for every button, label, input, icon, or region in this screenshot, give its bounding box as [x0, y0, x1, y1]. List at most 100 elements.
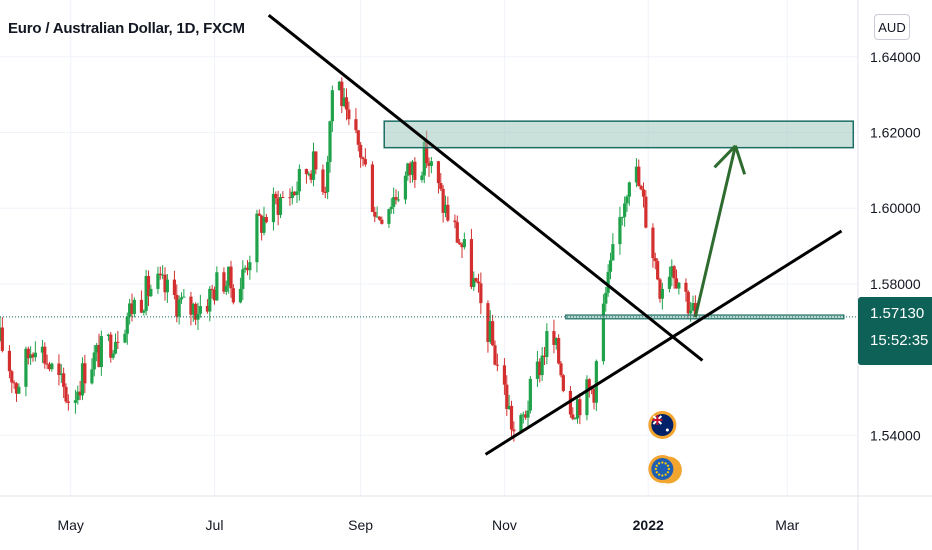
candle-body — [559, 363, 563, 376]
candle-body — [146, 276, 151, 297]
currency-button[interactable]: AUD — [874, 14, 910, 40]
grid — [0, 0, 858, 496]
candle-body — [158, 273, 162, 276]
candle-body — [575, 399, 580, 419]
candle-body — [194, 303, 198, 320]
last-price-label: 1.57130 — [870, 305, 925, 322]
candle-body — [321, 169, 325, 192]
candle-body — [17, 386, 21, 394]
candle-body — [347, 109, 351, 120]
candle-body — [123, 333, 127, 343]
candle-body — [552, 331, 556, 345]
events — [648, 411, 683, 487]
y-tick-label: 1.64000 — [870, 49, 921, 65]
candle-body — [78, 391, 82, 396]
candle-body — [639, 186, 643, 190]
candle-body — [97, 345, 101, 368]
candle-body — [24, 348, 28, 387]
candle-body — [554, 338, 558, 345]
candle-body — [573, 418, 577, 420]
candle-body — [113, 341, 118, 354]
candle-body — [693, 303, 697, 317]
x-tick-label: Mar — [775, 517, 799, 533]
candle-body — [293, 191, 297, 195]
candle-body — [208, 288, 212, 312]
candle-body — [502, 365, 507, 385]
candle-body — [644, 196, 648, 228]
candle-body — [453, 220, 457, 223]
candle-body — [408, 163, 412, 175]
candle-body — [245, 267, 250, 271]
candle-body — [585, 379, 589, 416]
candle-body — [26, 348, 30, 359]
candle-body — [243, 267, 247, 270]
candle-body — [538, 361, 542, 376]
candle-body — [274, 193, 278, 199]
candle-body — [406, 163, 410, 176]
candle-body — [394, 197, 398, 200]
candle-body — [191, 303, 195, 315]
candle-body — [524, 414, 528, 418]
candle-body — [377, 216, 382, 220]
x-tick-label: Jul — [206, 517, 224, 533]
candle-body — [439, 183, 443, 189]
candle-body — [179, 297, 184, 300]
candle-body — [255, 213, 259, 263]
y-tick-label: 1.54000 — [870, 427, 921, 443]
candle-body — [656, 261, 660, 280]
candle-body — [420, 175, 424, 180]
candle-body — [571, 414, 575, 419]
candle-body — [387, 209, 391, 224]
candle-body — [658, 279, 662, 299]
candle-body — [130, 303, 134, 314]
candle-body — [627, 182, 631, 197]
candle-body — [198, 306, 202, 314]
candle-body — [309, 173, 313, 180]
candle-body — [363, 159, 367, 165]
candle-body — [271, 193, 276, 223]
candle-body — [172, 279, 177, 295]
candle-body — [625, 196, 629, 204]
candle-body — [83, 363, 87, 384]
candle-body — [215, 272, 219, 301]
candle-body — [623, 203, 627, 217]
candle-body — [509, 405, 514, 430]
candle-body — [519, 415, 523, 432]
candle-body — [472, 278, 476, 287]
candle-body — [337, 81, 342, 91]
candle-body — [307, 173, 311, 175]
candle-body — [111, 353, 115, 358]
candle-body — [592, 389, 596, 403]
candle-body — [686, 291, 690, 314]
candle-body — [281, 197, 285, 199]
candle-body — [373, 212, 377, 217]
candle-body — [375, 216, 379, 218]
candle-body — [31, 354, 35, 358]
candle-body — [429, 161, 433, 166]
candle-body — [163, 274, 167, 293]
candle-body — [144, 276, 148, 311]
candle-body — [149, 288, 153, 297]
candle-body — [670, 266, 674, 277]
candle-body — [342, 97, 346, 107]
candle-body — [620, 216, 624, 218]
candle-body — [356, 130, 360, 145]
candle-body — [177, 299, 181, 317]
candle-body — [441, 188, 445, 213]
candlesticks — [0, 77, 697, 442]
candle-body — [634, 166, 639, 183]
candle-body — [491, 321, 495, 346]
candle-body — [304, 168, 309, 175]
candle-body — [691, 303, 695, 311]
candle-body — [290, 191, 294, 199]
candle-body — [446, 204, 450, 221]
candle-body — [540, 355, 544, 376]
candle-body — [403, 175, 408, 200]
candle-body — [128, 303, 132, 317]
candle-body — [95, 345, 99, 353]
candle-body — [611, 244, 615, 261]
candle-body — [212, 289, 217, 301]
candle-body — [606, 271, 610, 293]
